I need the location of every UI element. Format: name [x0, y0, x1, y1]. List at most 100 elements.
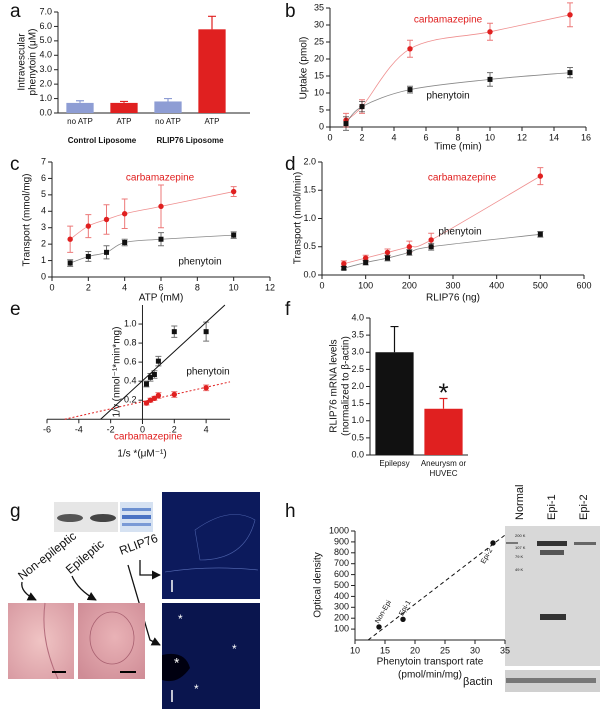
marker [487, 76, 493, 82]
y-tick-label: 100 [334, 623, 349, 633]
series-label: carbamazepine [126, 173, 195, 184]
y-tick-label: 2.0 [351, 381, 364, 391]
panel-letter: d [285, 154, 296, 175]
stain-band [122, 515, 151, 519]
marker [490, 540, 496, 546]
marker [151, 395, 158, 401]
y-tick-label: 3.0 [39, 64, 52, 74]
marker [103, 216, 110, 223]
marker [567, 70, 573, 76]
y-tick-label: 6 [41, 173, 46, 183]
marker [122, 240, 128, 245]
x-tick-label: 25 [440, 645, 450, 655]
size-marker: 49 K [515, 567, 524, 572]
marker [487, 29, 493, 35]
y-tick-label: 0.6 [124, 356, 137, 366]
vessel [162, 653, 190, 682]
y-tick-label: 1.5 [351, 398, 364, 408]
fit-line [343, 175, 541, 265]
marker [359, 104, 365, 110]
x-tick-label-box: Aneurysm or HUVEC [421, 459, 466, 478]
y-tick-label: 1.0 [124, 318, 137, 328]
y-tick-label: 3 [41, 222, 46, 232]
x-tick-label: Epilepsy [379, 459, 410, 468]
marker [567, 12, 573, 18]
marker [400, 616, 406, 622]
x-tick-label: 15 [380, 645, 390, 655]
x-tick-label: 30 [470, 645, 480, 655]
y-tick-label: 2 [41, 239, 46, 249]
marker [67, 236, 73, 242]
marker [343, 121, 349, 127]
x-tick-label: 0 [327, 132, 332, 142]
y-tick-label: 800 [334, 547, 349, 557]
panel-letter: c [10, 154, 20, 175]
marker [407, 46, 413, 52]
size-marker: 107 K [515, 545, 526, 550]
x-tick-label: 4 [122, 282, 127, 292]
y-tick-label: 7 [41, 156, 46, 166]
asterisk: * [194, 682, 199, 696]
point-label: Epi-2 [480, 547, 494, 565]
asterisk: * [178, 612, 183, 626]
marker [155, 358, 161, 364]
gel-band [90, 514, 116, 522]
blot-band [540, 614, 566, 620]
marker [171, 391, 178, 398]
x-tick-label: 10 [485, 132, 495, 142]
point-label: Non-Epi [374, 599, 393, 625]
error-bar [120, 100, 128, 103]
x-tick-label: 100 [358, 280, 373, 290]
fit-line [69, 191, 234, 240]
y-tick-label: 1.0 [303, 213, 316, 223]
y-tick-label: 5 [319, 104, 324, 114]
asterisk: * [174, 655, 180, 671]
x-tick-label: 0 [49, 282, 54, 292]
y-axis-label: phenytoin (μM) [28, 29, 39, 96]
y-axis-label: 1/v (nmol⁻¹*min*mg) [112, 327, 123, 418]
x-tick-label: 2 [86, 282, 91, 292]
lane-label: Epi-2 [578, 494, 590, 520]
size-marker: 79 K [515, 554, 524, 559]
y-tick-label: 0.0 [303, 269, 316, 279]
panel-letter: b [285, 1, 296, 22]
marker [203, 385, 209, 391]
stain-band [122, 523, 151, 526]
y-tick-label: 0.2 [124, 395, 137, 405]
y-tick-label: 1.5 [303, 185, 316, 195]
marker [158, 236, 164, 242]
y-tick-label: 2.0 [303, 156, 316, 166]
fluorescence-image [162, 492, 260, 599]
fit-line [367, 534, 506, 641]
marker [407, 87, 413, 93]
marker [158, 203, 164, 210]
group-label: RLIP76 Liposome [156, 136, 224, 145]
loading-label: βactin [463, 676, 493, 688]
marker [67, 260, 73, 266]
y-tick-label: 4.0 [39, 50, 52, 60]
y-axis-label: RLIP76 mRNA levels [329, 339, 340, 432]
asterisk: * [232, 642, 237, 656]
x-tick-label-box: Epilepsy [379, 459, 410, 468]
y-tick-label: 2.5 [351, 364, 364, 374]
y-tick-label: 1 [41, 255, 46, 265]
panel-letter: e [10, 299, 21, 320]
x-axis-label: 1/s *(μM⁻¹) [117, 449, 166, 460]
y-tick-label: 3.5 [351, 330, 364, 340]
y-tick-label: 1000 [329, 525, 349, 535]
x-tick-label: no ATP [155, 117, 181, 126]
tissue-edge [164, 567, 259, 573]
x-tick-label: 10 [350, 645, 360, 655]
x-tick-label: 14 [549, 132, 559, 142]
arrow [139, 560, 161, 580]
x-axis-label: Phenytoin transport rate [377, 657, 484, 668]
y-tick-label: 300 [334, 602, 349, 612]
x-tick-label-box: ATP [117, 117, 132, 126]
y-tick-label: 1.0 [351, 415, 364, 425]
x-axis-label: Time (min) [434, 142, 481, 153]
marker [363, 260, 369, 266]
x-tick-label: -2 [107, 425, 115, 435]
annotation: * [438, 377, 448, 407]
y-tick-label: 500 [334, 580, 349, 590]
marker [85, 253, 91, 259]
